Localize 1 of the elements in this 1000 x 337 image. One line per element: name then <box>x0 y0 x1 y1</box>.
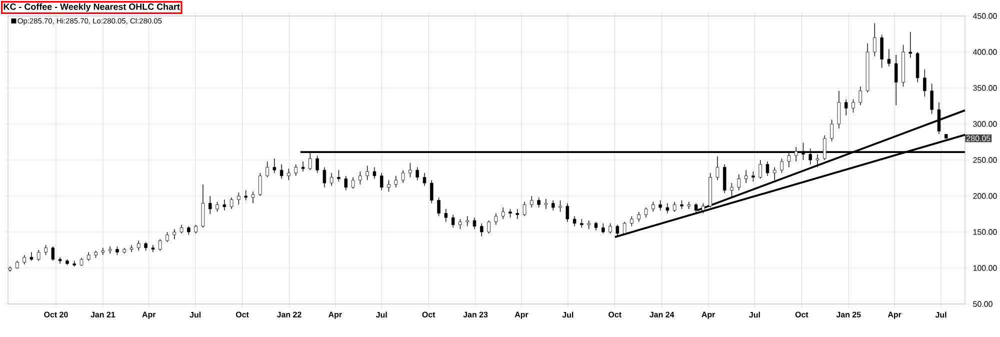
chart-title: KC - Coffee - Weekly Nearest OHLC Chart <box>4 3 180 12</box>
